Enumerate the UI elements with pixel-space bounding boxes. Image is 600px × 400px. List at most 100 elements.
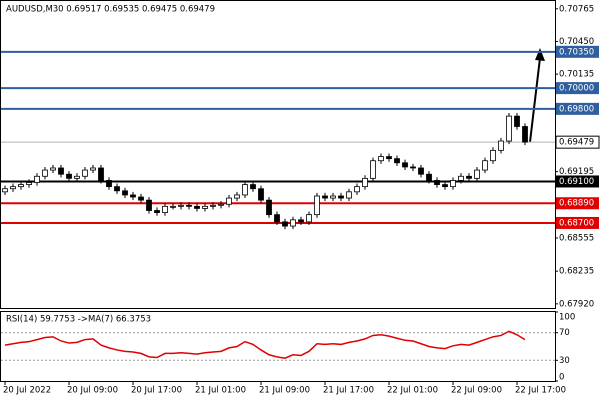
candle-body <box>498 140 504 151</box>
candle-body <box>42 169 48 177</box>
candle-body <box>466 175 472 179</box>
candle-body <box>90 167 96 171</box>
candle-body <box>50 167 56 171</box>
level-label: 0.68700 <box>559 218 594 228</box>
candle-body <box>82 169 88 177</box>
y-tick-label: 0.67920 <box>559 299 594 309</box>
x-tick-label: 20 Jul 09:00 <box>67 386 118 396</box>
y-tick-label: 0.70135 <box>559 70 594 80</box>
candle-body <box>290 219 296 227</box>
candle-body <box>194 205 200 209</box>
level-label-box <box>556 82 599 95</box>
candle-body <box>58 167 64 175</box>
level-label: 0.70000 <box>559 84 594 94</box>
candle-body <box>482 160 488 171</box>
candle-body <box>130 194 136 198</box>
current-price-label: 0.69479 <box>559 138 594 148</box>
rsi-panel <box>0 311 556 382</box>
candle-body <box>26 182 32 185</box>
candle-body <box>34 175 40 183</box>
candle-body <box>10 186 16 190</box>
rsi-y-tick-label: 70 <box>559 328 570 338</box>
x-tick-label: 21 Jul 01:00 <box>195 386 246 396</box>
x-tick-label: 20 Jul 2022 <box>3 386 51 396</box>
candle-body <box>418 167 424 175</box>
candle-body <box>202 205 208 209</box>
candle-body <box>346 191 352 199</box>
candle-body <box>298 219 304 223</box>
level-label: 0.70350 <box>559 47 594 57</box>
candle-body <box>154 210 160 213</box>
candle-body <box>394 158 400 164</box>
candle-body <box>250 184 256 190</box>
candle-body <box>402 162 408 168</box>
y-tick-label: 0.70765 <box>559 4 594 14</box>
level-label: 0.69800 <box>559 104 594 114</box>
candle-body <box>162 205 168 213</box>
candle-body <box>146 199 152 211</box>
candle-body <box>170 205 176 208</box>
candle-body <box>114 186 120 192</box>
candle-body <box>314 195 320 216</box>
level-label-box <box>556 216 599 229</box>
candle-body <box>234 194 240 199</box>
x-tick-label: 22 Jul 01:00 <box>387 386 438 396</box>
candle-body <box>386 156 392 160</box>
candle-body <box>218 203 224 206</box>
candle-body <box>186 204 192 207</box>
candle-body <box>490 149 496 162</box>
candle-body <box>354 186 360 193</box>
y-tick-label: 0.68235 <box>559 267 594 277</box>
rsi-y-tick-label: 30 <box>559 356 570 366</box>
candle-body <box>210 204 216 207</box>
candle-body <box>306 214 312 223</box>
x-tick-label: 21 Jul 17:00 <box>323 386 374 396</box>
candle-body <box>338 195 344 199</box>
candle-body <box>274 214 280 223</box>
candle-body <box>474 169 480 179</box>
x-tick-label: 20 Jul 17:00 <box>131 386 182 396</box>
rsi-y-tick-label: 0 <box>559 373 564 383</box>
level-label-box <box>556 45 599 58</box>
candle-body <box>458 175 464 181</box>
arrow <box>529 57 541 143</box>
candle-body <box>362 177 368 188</box>
candle-body <box>522 126 528 143</box>
candle-body <box>282 221 288 227</box>
candle-body <box>370 160 376 179</box>
rsi-y-tick-label: 100 <box>559 313 575 323</box>
level-label-box <box>556 102 599 115</box>
candle-body <box>514 115 520 127</box>
candle-body <box>426 173 432 181</box>
level-label-box <box>556 175 599 188</box>
x-tick-label: 22 Jul 17:00 <box>515 386 566 396</box>
candle-body <box>74 175 80 179</box>
candle-body <box>330 195 336 199</box>
x-tick-label: 22 Jul 09:00 <box>451 386 502 396</box>
candle-body <box>226 197 232 205</box>
candle-body <box>98 167 104 181</box>
candle-body <box>378 156 384 162</box>
rsi-line <box>4 330 526 360</box>
candle-body <box>450 180 456 188</box>
candle-body <box>410 166 416 169</box>
candle-body <box>322 195 328 199</box>
x-tick-label: 21 Jul 09:00 <box>259 386 310 396</box>
level-label: 0.69100 <box>559 177 594 187</box>
chart-title: AUDUSD,M30 0.69517 0.69535 0.69475 0.694… <box>6 5 215 15</box>
y-tick-label: 0.70450 <box>559 37 594 47</box>
candle-body <box>242 184 248 196</box>
candle-body <box>2 188 8 193</box>
candle-body <box>66 173 72 179</box>
candle-body <box>434 180 440 185</box>
y-tick-label: 0.68555 <box>559 233 594 243</box>
candle-body <box>266 199 272 216</box>
candle-body <box>122 190 128 196</box>
candle-body <box>258 188 264 201</box>
candle-body <box>18 184 24 188</box>
candle-body <box>106 180 112 188</box>
candle-body <box>506 115 512 142</box>
candle-body <box>138 196 144 201</box>
level-label: 0.68890 <box>559 199 594 209</box>
